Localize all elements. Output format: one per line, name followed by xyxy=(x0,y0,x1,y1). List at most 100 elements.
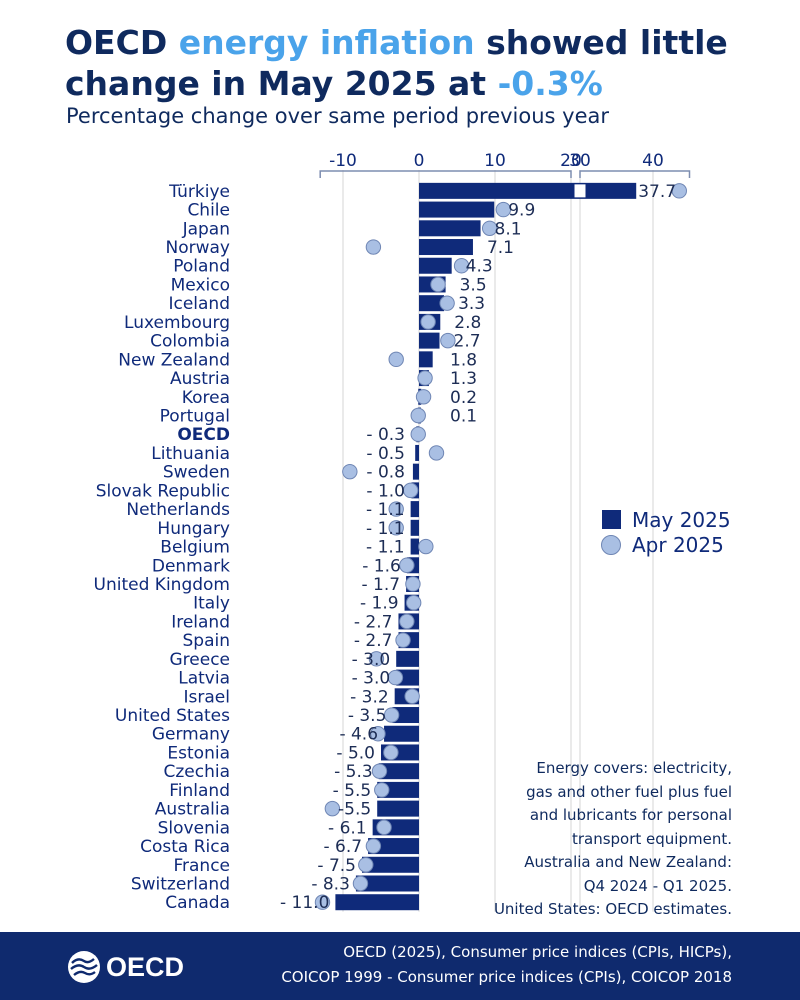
dot-apr-2025 xyxy=(430,276,446,293)
value-label: - 1.0 xyxy=(366,481,405,501)
country-label: Hungary xyxy=(157,519,230,539)
note-line: gas and other fuel plus fuel xyxy=(526,782,732,801)
bar-may-2025 xyxy=(378,763,419,780)
value-label: 2.7 xyxy=(454,332,481,352)
country-label: Colombia xyxy=(150,332,230,352)
dot-apr-2025 xyxy=(388,351,404,368)
country-label: Germany xyxy=(152,725,230,745)
country-label: Norway xyxy=(166,238,231,258)
country-label: Czechia xyxy=(163,762,230,782)
dot-apr-2025 xyxy=(439,295,455,311)
dot-apr-2025 xyxy=(388,520,404,536)
oecd-logo[interactable]: OECD xyxy=(66,949,184,985)
dot-apr-2025 xyxy=(410,426,426,442)
dot-apr-2025 xyxy=(417,370,433,386)
value-label: 1.3 xyxy=(450,369,477,389)
dot-apr-2025 xyxy=(671,183,687,199)
bar-may-2025 xyxy=(419,295,445,312)
value-label: - 3.5 xyxy=(348,706,387,726)
dot-apr-2025 xyxy=(383,744,399,761)
country-label: Chile xyxy=(187,201,230,221)
dot-apr-2025 xyxy=(368,651,385,667)
dot-apr-2025 xyxy=(415,389,432,405)
bar-may-2025 xyxy=(396,650,419,667)
dot-apr-2025 xyxy=(370,726,386,742)
bar-may-2025 xyxy=(335,894,419,911)
dot-apr-2025 xyxy=(399,613,415,630)
value-label: - 7.5 xyxy=(317,856,356,876)
bar-may-2025 xyxy=(419,201,495,218)
axis-tick-label: 20 xyxy=(560,151,582,171)
dot-apr-2025 xyxy=(387,669,404,686)
value-label: - 3.2 xyxy=(350,687,389,707)
country-label: Poland xyxy=(173,257,230,277)
bar-may-2025 xyxy=(384,725,419,742)
country-label: Sweden xyxy=(163,463,230,483)
dot-apr-2025 xyxy=(324,800,341,817)
country-label: Iceland xyxy=(168,294,230,314)
country-label: Japan xyxy=(182,219,230,239)
legend-swatch-may xyxy=(602,510,621,529)
country-label: Lithuania xyxy=(151,444,230,464)
value-label: 8.1 xyxy=(495,219,522,239)
source-line[interactable]: OECD (2025), Consumer price indices (CPI… xyxy=(343,943,732,961)
axis-break-marker xyxy=(573,183,587,199)
dot-apr-2025 xyxy=(365,239,382,255)
bar-may-2025 xyxy=(410,519,419,536)
dot-apr-2025 xyxy=(495,201,512,218)
value-label: - 0.8 xyxy=(366,463,405,483)
axis-tick-label: 10 xyxy=(484,151,506,171)
bar-may-2025 xyxy=(419,351,433,368)
value-label: - 5.5 xyxy=(333,781,372,801)
dot-apr-2025 xyxy=(374,782,390,798)
value-label: - 1.9 xyxy=(360,594,399,614)
country-label: Estonia xyxy=(167,743,230,763)
dot-apr-2025 xyxy=(453,258,470,274)
title-part1: OECD xyxy=(65,23,179,62)
country-label: Latvia xyxy=(178,669,230,689)
bar-may-2025 xyxy=(368,838,419,855)
value-label: - 3.0 xyxy=(352,669,391,689)
dot-apr-2025 xyxy=(404,688,420,704)
country-label: Switzerland xyxy=(131,875,230,895)
country-label: New Zealand xyxy=(118,350,230,370)
value-label: - 6.7 xyxy=(324,837,363,857)
dot-apr-2025 xyxy=(440,332,456,349)
bar-may-2025 xyxy=(419,220,481,237)
dot-apr-2025 xyxy=(410,407,426,424)
country-label: Finland xyxy=(169,781,230,801)
bar-may-2025 xyxy=(419,332,440,349)
country-label: Portugal xyxy=(160,407,230,427)
value-label: - 1.1 xyxy=(366,519,405,539)
country-label: Ireland xyxy=(171,612,230,632)
value-label: - 1.1 xyxy=(366,538,405,558)
footer-source: OECD (2025), Consumer price indices (CPI… xyxy=(281,940,732,990)
note-line: United States: OECD estimates. xyxy=(493,900,732,918)
dot-apr-2025 xyxy=(405,595,422,611)
bar-may-2025 xyxy=(377,800,419,817)
value-label: - 2.7 xyxy=(354,612,393,632)
dot-apr-2025 xyxy=(399,557,415,573)
value-label: 2.8 xyxy=(454,313,481,333)
value-label: - 11.0 xyxy=(280,893,329,913)
source-line[interactable]: COICOP 1999 - Consumer price indices (CP… xyxy=(281,968,732,986)
chart-title: OECD energy inflation showed little chan… xyxy=(65,22,785,104)
dot-apr-2025 xyxy=(402,482,419,499)
value-label: 3.5 xyxy=(460,275,487,295)
value-label: - 2.7 xyxy=(354,631,393,651)
globe-icon xyxy=(68,951,100,983)
value-label: - 5.3 xyxy=(334,762,373,782)
country-label: Korea xyxy=(182,388,230,408)
dot-apr-2025 xyxy=(388,501,404,517)
country-label: Costa Rica xyxy=(140,837,230,857)
country-label: Austria xyxy=(170,369,230,389)
bar-may-2025 xyxy=(410,501,419,518)
dot-apr-2025 xyxy=(352,875,369,892)
value-label: - 3.0 xyxy=(352,650,391,670)
value-label: 7.1 xyxy=(487,238,514,258)
value-label: - 8.3 xyxy=(311,875,350,895)
bar-may-2025 xyxy=(412,463,419,480)
dot-apr-2025 xyxy=(428,445,445,461)
country-label: Spain xyxy=(183,631,231,651)
